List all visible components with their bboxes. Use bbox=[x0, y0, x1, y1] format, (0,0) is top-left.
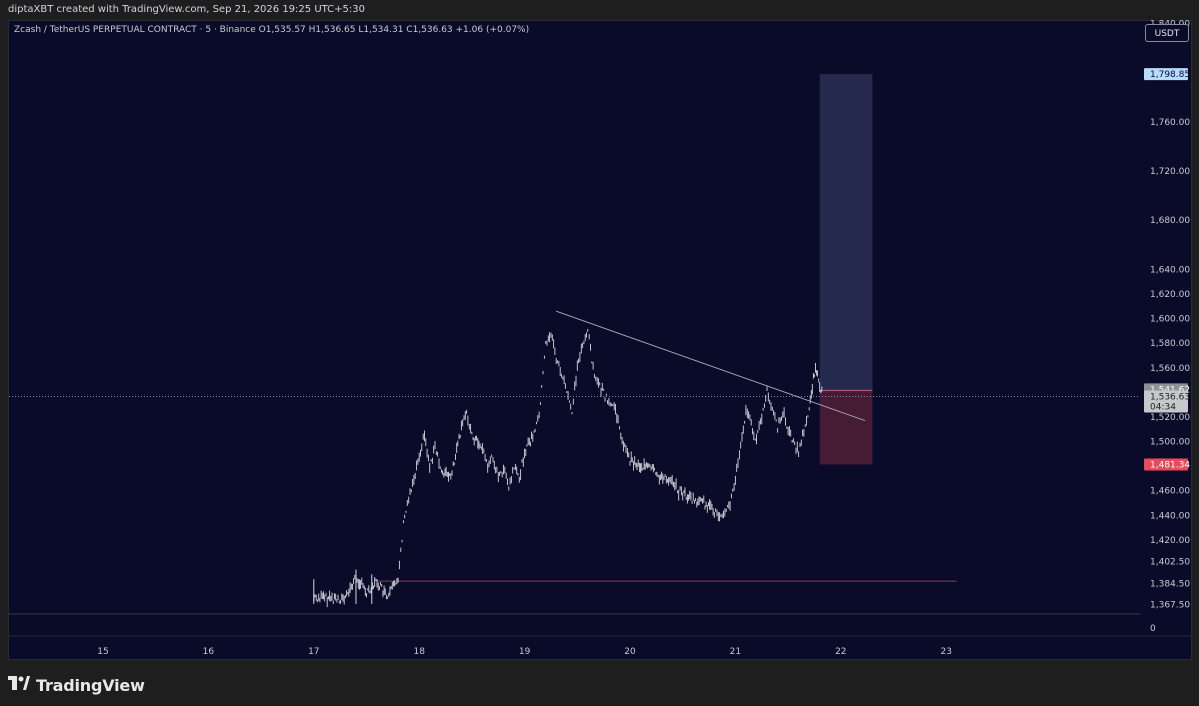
y-tick-label: 1,402.50 bbox=[1150, 557, 1190, 567]
stop-price-label-text: 1,481.34 bbox=[1150, 460, 1190, 470]
current-price-label-text: 1,536.63 bbox=[1150, 393, 1190, 403]
x-tick-label: 22 bbox=[835, 647, 846, 657]
x-tick-label: 18 bbox=[413, 647, 425, 657]
current-price-label-text: 04:34 bbox=[1150, 403, 1176, 413]
top-bar: diptaXBT created with TradingView.com, S… bbox=[0, 0, 1199, 20]
currency-button[interactable]: USDT bbox=[1145, 24, 1189, 42]
y-tick-label: 1,620.00 bbox=[1150, 290, 1190, 300]
y-tick-label: 1,640.00 bbox=[1150, 265, 1190, 275]
target-price-label-bg bbox=[1144, 68, 1188, 81]
y-tick-label: 1,580.00 bbox=[1150, 339, 1190, 349]
x-tick-label: 17 bbox=[308, 647, 319, 657]
y-tick-label: 1,420.00 bbox=[1150, 536, 1190, 546]
y-tick-label: 1,460.00 bbox=[1150, 487, 1190, 497]
stop-price-label-bg bbox=[1144, 458, 1188, 471]
y-tick-label: 1,367.50 bbox=[1150, 600, 1190, 610]
symbol-legend: Zcash / TetherUS PERPETUAL CONTRACT · 5 … bbox=[14, 25, 530, 35]
x-tick-label: 19 bbox=[519, 647, 531, 657]
target-zone bbox=[819, 74, 873, 391]
chart-layer-zones bbox=[9, 74, 1191, 637]
x-tick-label: 16 bbox=[203, 647, 215, 657]
y-tick-label: 1,384.50 bbox=[1150, 580, 1190, 590]
tradingview-logo-icon bbox=[8, 675, 30, 695]
target-price-label-text: 1,798.85 bbox=[1150, 70, 1190, 80]
y-tick-label: 1,560.00 bbox=[1150, 364, 1190, 374]
x-tick-label: 15 bbox=[97, 647, 108, 657]
stop-price-label: 1,481.34 bbox=[1144, 458, 1190, 471]
y-tick-label: 1,760.00 bbox=[1150, 118, 1190, 128]
y-tick-label: 1,520.00 bbox=[1150, 413, 1190, 423]
entry-price-label-text: 1,541.62 bbox=[1150, 385, 1190, 395]
target-price-label: 1,798.85 bbox=[1144, 68, 1190, 81]
x-tick-label: 20 bbox=[624, 647, 636, 657]
y-tick-label: 1,600.00 bbox=[1150, 315, 1190, 325]
brand-footer: TradingView bbox=[8, 674, 145, 696]
volume-tick-label: 0 bbox=[1150, 624, 1156, 634]
trend-line bbox=[556, 310, 866, 422]
y-tick-label: 1,680.00 bbox=[1150, 216, 1190, 226]
chart-layer-axes: 1,840.001,760.001,720.001,680.001,640.00… bbox=[97, 20, 1190, 658]
stop-zone bbox=[819, 390, 873, 465]
y-tick-label: 1,500.00 bbox=[1150, 438, 1190, 448]
brand-name: TradingView bbox=[36, 675, 145, 695]
credit-text: diptaXBT created with TradingView.com, S… bbox=[8, 4, 365, 15]
chart-frame[interactable] bbox=[8, 20, 1192, 660]
x-tick-label: 23 bbox=[940, 647, 951, 657]
y-tick-label: 1,720.00 bbox=[1150, 167, 1190, 177]
x-tick-label: 21 bbox=[730, 647, 741, 657]
current-price-label-bg bbox=[1144, 390, 1188, 413]
y-tick-label: 1,440.00 bbox=[1150, 511, 1190, 521]
chart-layer-price bbox=[313, 310, 866, 608]
